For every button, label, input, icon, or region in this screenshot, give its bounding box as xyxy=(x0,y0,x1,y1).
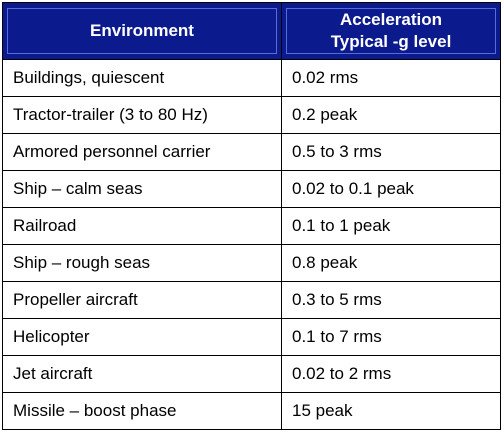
header-environment: Environment xyxy=(2,2,282,60)
vibration-environment-table: Environment Acceleration Typical -g leve… xyxy=(2,2,501,430)
g-level-cell: 0.02 to 0.1 peak xyxy=(281,170,501,208)
environment-cell: Ship – rough seas xyxy=(2,244,282,282)
table-row: Buildings, quiescent 0.02 rms xyxy=(2,59,501,97)
table-row: Armored personnel carrier 0.5 to 3 rms xyxy=(2,133,501,171)
g-level-cell: 0.1 to 1 peak xyxy=(281,207,501,245)
g-level-cell: 0.2 peak xyxy=(281,96,501,134)
environment-cell: Tractor-trailer (3 to 80 Hz) xyxy=(2,96,282,134)
header-acceleration-label-line2: Typical -g level xyxy=(330,32,452,51)
table-row: Railroad 0.1 to 1 peak xyxy=(2,207,501,245)
header-acceleration-label-line1: Acceleration xyxy=(339,10,443,29)
header-acceleration: Acceleration Typical -g level xyxy=(281,2,501,60)
table-row: Propeller aircraft 0.3 to 5 rms xyxy=(2,281,501,319)
table-row: Ship – rough seas 0.8 peak xyxy=(2,244,501,282)
g-level-cell: 0.8 peak xyxy=(281,244,501,282)
environment-cell: Railroad xyxy=(2,207,282,245)
table-row: Missile – boost phase 15 peak xyxy=(2,392,501,430)
environment-cell: Jet aircraft xyxy=(2,355,282,393)
g-level-cell: 0.1 to 7 rms xyxy=(281,318,501,356)
g-level-cell: 0.02 rms xyxy=(281,59,501,97)
environment-cell: Ship – calm seas xyxy=(2,170,282,208)
table-row: Helicopter 0.1 to 7 rms xyxy=(2,318,501,356)
environment-cell: Helicopter xyxy=(2,318,282,356)
g-level-cell: 0.02 to 2 rms xyxy=(281,355,501,393)
environment-cell: Buildings, quiescent xyxy=(2,59,282,97)
table-row: Ship – calm seas 0.02 to 0.1 peak xyxy=(2,170,501,208)
environment-cell: Armored personnel carrier xyxy=(2,133,282,171)
g-level-cell: 0.5 to 3 rms xyxy=(281,133,501,171)
header-environment-label: Environment xyxy=(90,21,194,40)
header-environment-frame: Environment xyxy=(7,8,277,54)
table-header-row: Environment Acceleration Typical -g leve… xyxy=(2,2,501,60)
g-level-cell: 0.3 to 5 rms xyxy=(281,281,501,319)
environment-cell: Propeller aircraft xyxy=(2,281,282,319)
table-row: Jet aircraft 0.02 to 2 rms xyxy=(2,355,501,393)
environment-cell: Missile – boost phase xyxy=(2,392,282,430)
header-acceleration-frame: Acceleration Typical -g level xyxy=(286,8,496,54)
table-row: Tractor-trailer (3 to 80 Hz) 0.2 peak xyxy=(2,96,501,134)
g-level-cell: 15 peak xyxy=(281,392,501,430)
